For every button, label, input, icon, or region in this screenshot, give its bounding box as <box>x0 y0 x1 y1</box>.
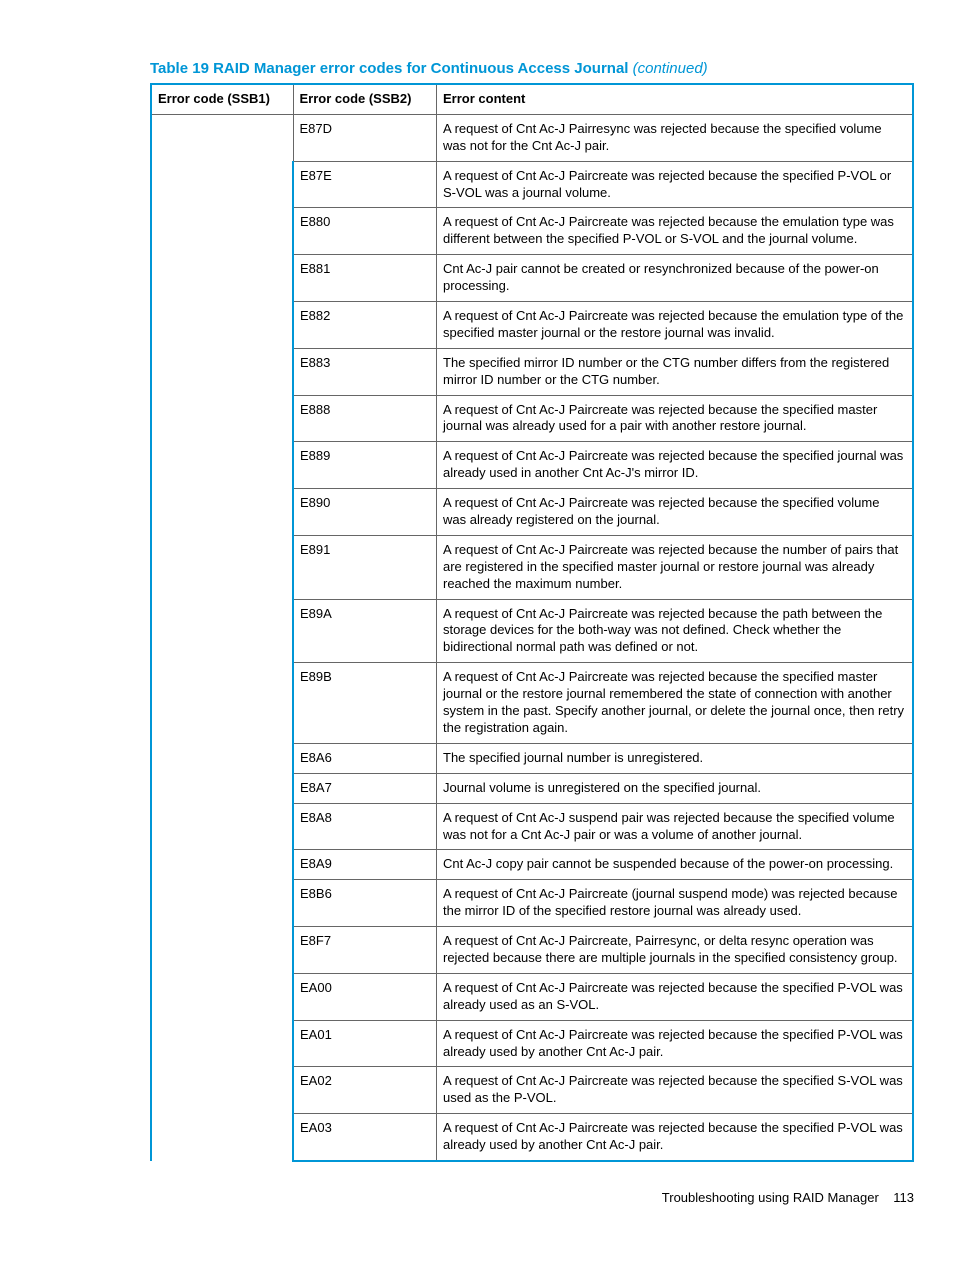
cell-ssb2: EA01 <box>293 1020 437 1067</box>
cell-content: A request of Cnt Ac-J Paircreate was rej… <box>437 489 914 536</box>
cell-ssb2: EA03 <box>293 1114 437 1161</box>
cell-content: Journal volume is unregistered on the sp… <box>437 773 914 803</box>
cell-content: The specified journal number is unregist… <box>437 743 914 773</box>
cell-content: A request of Cnt Ac-J Paircreate was rej… <box>437 973 914 1020</box>
cell-ssb2: E8F7 <box>293 927 437 974</box>
cell-ssb2: E883 <box>293 348 437 395</box>
cell-content: A request of Cnt Ac-J Paircreate (journa… <box>437 880 914 927</box>
cell-content: A request of Cnt Ac-J Paircreate was rej… <box>437 161 914 208</box>
footer-section: Troubleshooting using RAID Manager <box>662 1190 879 1205</box>
cell-content: A request of Cnt Ac-J suspend pair was r… <box>437 803 914 850</box>
cell-content: A request of Cnt Ac-J Paircreate was rej… <box>437 663 914 744</box>
cell-ssb1 <box>151 114 293 1161</box>
cell-content: Cnt Ac-J copy pair cannot be suspended b… <box>437 850 914 880</box>
cell-ssb2: EA00 <box>293 973 437 1020</box>
table-title-main: Table 19 RAID Manager error codes for Co… <box>150 60 628 77</box>
cell-ssb2: E890 <box>293 489 437 536</box>
cell-content: Cnt Ac-J pair cannot be created or resyn… <box>437 255 914 302</box>
table-title: Table 19 RAID Manager error codes for Co… <box>150 60 918 77</box>
cell-ssb2: E880 <box>293 208 437 255</box>
col-header-content: Error content <box>437 84 914 114</box>
cell-ssb2: E882 <box>293 302 437 349</box>
cell-content: A request of Cnt Ac-J Pairresync was rej… <box>437 114 914 161</box>
cell-ssb2: E881 <box>293 255 437 302</box>
cell-content: A request of Cnt Ac-J Paircreate was rej… <box>437 1020 914 1067</box>
cell-content: A request of Cnt Ac-J Paircreate was rej… <box>437 599 914 663</box>
cell-ssb2: E87E <box>293 161 437 208</box>
cell-content: A request of Cnt Ac-J Paircreate was rej… <box>437 208 914 255</box>
table-row: E87DA request of Cnt Ac-J Pairresync was… <box>151 114 913 161</box>
cell-content: A request of Cnt Ac-J Paircreate was rej… <box>437 1114 914 1161</box>
table-header-row: Error code (SSB1) Error code (SSB2) Erro… <box>151 84 913 114</box>
cell-content: The specified mirror ID number or the CT… <box>437 348 914 395</box>
page: Table 19 RAID Manager error codes for Co… <box>0 0 954 1271</box>
cell-content: A request of Cnt Ac-J Paircreate was rej… <box>437 1067 914 1114</box>
cell-content: A request of Cnt Ac-J Paircreate was rej… <box>437 535 914 599</box>
cell-content: A request of Cnt Ac-J Paircreate was rej… <box>437 442 914 489</box>
cell-ssb2: E89A <box>293 599 437 663</box>
cell-content: A request of Cnt Ac-J Paircreate, Pairre… <box>437 927 914 974</box>
cell-ssb2: E8A6 <box>293 743 437 773</box>
cell-ssb2: E8A9 <box>293 850 437 880</box>
cell-ssb2: E8A7 <box>293 773 437 803</box>
table-title-continued: (continued) <box>633 60 708 77</box>
cell-content: A request of Cnt Ac-J Paircreate was rej… <box>437 395 914 442</box>
error-code-table: Error code (SSB1) Error code (SSB2) Erro… <box>150 83 914 1162</box>
cell-ssb2: E8B6 <box>293 880 437 927</box>
footer-page-number: 113 <box>893 1190 914 1205</box>
cell-ssb2: E8A8 <box>293 803 437 850</box>
col-header-ssb1: Error code (SSB1) <box>151 84 293 114</box>
cell-ssb2: E87D <box>293 114 437 161</box>
cell-ssb2: EA02 <box>293 1067 437 1114</box>
cell-ssb2: E89B <box>293 663 437 744</box>
col-header-ssb2: Error code (SSB2) <box>293 84 437 114</box>
cell-content: A request of Cnt Ac-J Paircreate was rej… <box>437 302 914 349</box>
page-footer: Troubleshooting using RAID Manager 113 <box>150 1190 914 1205</box>
cell-ssb2: E889 <box>293 442 437 489</box>
cell-ssb2: E891 <box>293 535 437 599</box>
cell-ssb2: E888 <box>293 395 437 442</box>
